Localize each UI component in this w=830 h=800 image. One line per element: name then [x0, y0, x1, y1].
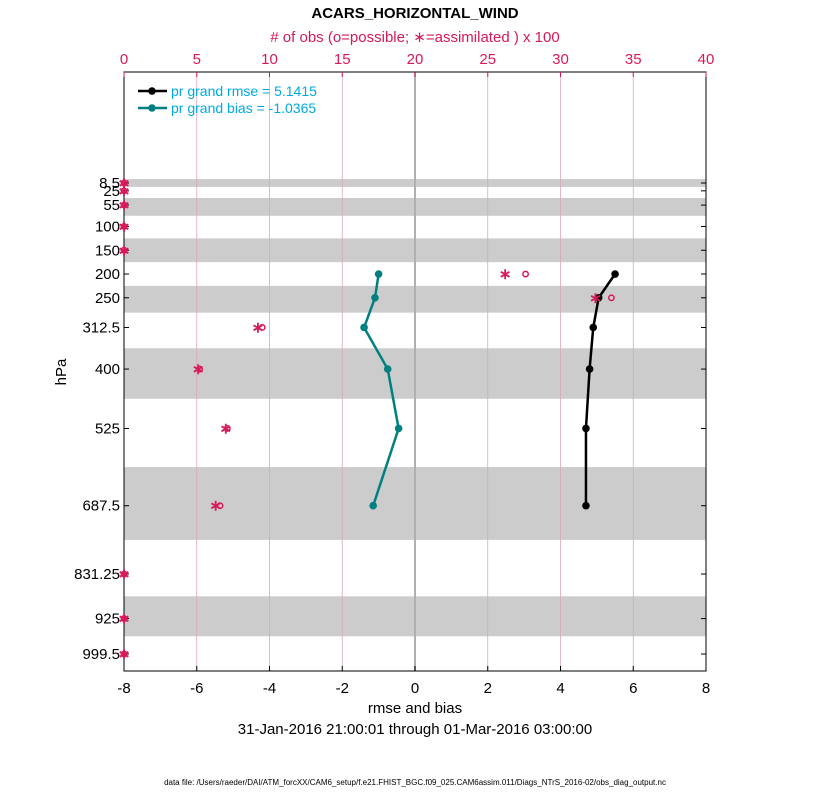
top-tick-label: 0: [120, 51, 128, 68]
obs-assimilated-marker: ∗: [118, 175, 131, 192]
rmse-line: [584, 273, 617, 506]
y-tick-label: 55: [103, 197, 120, 214]
x-tick-label: -8: [117, 680, 130, 697]
y-tick-label: 312.5: [82, 319, 120, 336]
obs-assimilated-marker: ∗: [118, 646, 131, 663]
obs-possible-marker: [120, 179, 128, 187]
bias-point: [394, 424, 403, 433]
y-tick-label: 250: [95, 290, 120, 307]
top-tick-label: 25: [479, 51, 496, 68]
rmse-point: [594, 293, 603, 302]
obs-possible-marker: [120, 650, 128, 658]
obs-possible-marker: [196, 365, 204, 373]
y-tick-label: 687.5: [82, 498, 120, 515]
obs-assimilated-marker: ∗: [252, 319, 265, 336]
grid: [196, 72, 634, 671]
y-tick-label: 525: [95, 420, 120, 437]
top-tick-label: 40: [698, 51, 715, 68]
top-tick-label: 35: [625, 51, 642, 68]
top-tick-label: 30: [552, 51, 569, 68]
x-tick-label: 4: [556, 680, 564, 697]
x-tick-label: -2: [336, 680, 349, 697]
legend-label: pr grand bias = -1.0365: [171, 100, 316, 116]
bias-point: [371, 293, 379, 302]
y-tick-label: 100: [95, 218, 120, 235]
obs-possible-marker: [258, 324, 266, 331]
rmse-point: [611, 270, 619, 278]
obs-possible-marker: [120, 223, 128, 230]
y-tick-label: 400: [95, 361, 120, 378]
y-tick-label: 999.5: [82, 646, 120, 663]
bias-line: [362, 273, 400, 507]
bias-point: [360, 323, 368, 332]
rmse-point: [582, 501, 590, 510]
obs-assimilated-marker: ∗: [499, 266, 512, 283]
bias-point: [374, 270, 383, 278]
obs-possible-marker: [120, 246, 128, 254]
obs-assimilated-marker: ∗: [118, 197, 131, 214]
obs-possible-marker: [607, 294, 615, 302]
data-series: [360, 270, 619, 510]
footnote: data file: /Users/raeder/DAI/ATM_forcXX/…: [164, 778, 666, 787]
bias-point: [369, 501, 377, 510]
y-tick-label: 25: [103, 183, 120, 200]
obs-possible-marker: [120, 615, 128, 623]
bias-point: [383, 365, 392, 373]
x-tick-label: 6: [629, 680, 637, 697]
top-axis-label: # of obs (o=possible; ∗=assimilated ) x …: [270, 29, 559, 46]
y-tick-label: 831.25: [74, 566, 120, 583]
obs-assimilated-marker: ∗: [220, 420, 233, 437]
y-tick-label: 150: [95, 242, 120, 259]
obs-assimilated-marker: ∗: [118, 242, 131, 259]
legend-label: pr grand rmse = 5.1415: [171, 83, 317, 99]
top-tick-label: 5: [193, 51, 201, 68]
rmse-point: [582, 424, 590, 433]
obs-possible-marker: [522, 270, 530, 278]
obs-assimilated-marker: ∗: [589, 290, 602, 307]
top-tick-label: 15: [334, 51, 351, 68]
obs-possible-marker: [223, 425, 231, 432]
obs-possible-marker: [120, 187, 128, 195]
obs-assimilated-marker: ∗: [118, 218, 131, 235]
obs-possible-marker: [120, 201, 128, 209]
y-tick-label: 200: [95, 266, 120, 283]
axis-ticks: -8 -6 -4 -2 0 2 4 6 80 5 10 15 20 25 30 35 408.525551001…: [74, 51, 714, 697]
top-tick-label: 20: [407, 51, 424, 68]
obs-assimilated-marker: ∗: [192, 361, 205, 378]
y-axis-label: hPa: [53, 358, 70, 385]
y-tick-label: 925: [95, 611, 120, 628]
date-range: 31-Jan-2016 21:00:01 through 01-Mar-2016…: [238, 721, 592, 738]
obs-assimilated-marker: ∗: [118, 183, 131, 200]
obs-assimilated-marker: ∗: [118, 566, 131, 583]
legend-marker: [148, 87, 156, 95]
obs-markers: ∗∗∗∗∗∗∗∗∗∗∗∗∗∗: [118, 175, 615, 663]
top-tick-label: 10: [261, 51, 278, 68]
x-tick-label: -6: [190, 680, 203, 697]
rmse-point: [589, 323, 598, 332]
x-tick-label: 2: [484, 680, 492, 697]
x-tick-label: 8: [702, 680, 710, 697]
obs-assimilated-marker: ∗: [209, 498, 222, 515]
legend-marker: [148, 104, 156, 112]
obs-possible-marker: [120, 570, 128, 578]
obs-possible-marker: [216, 502, 224, 510]
x-axis-label: rmse and bias: [368, 700, 462, 717]
x-tick-label: -4: [263, 680, 276, 697]
chart-title: ACARS_HORIZONTAL_WIND: [311, 5, 518, 22]
rmse-point: [585, 365, 594, 373]
y-tick-label: 8.5: [99, 175, 120, 192]
obs-assimilated-marker: ∗: [118, 611, 131, 628]
x-tick-label: 0: [411, 680, 419, 697]
